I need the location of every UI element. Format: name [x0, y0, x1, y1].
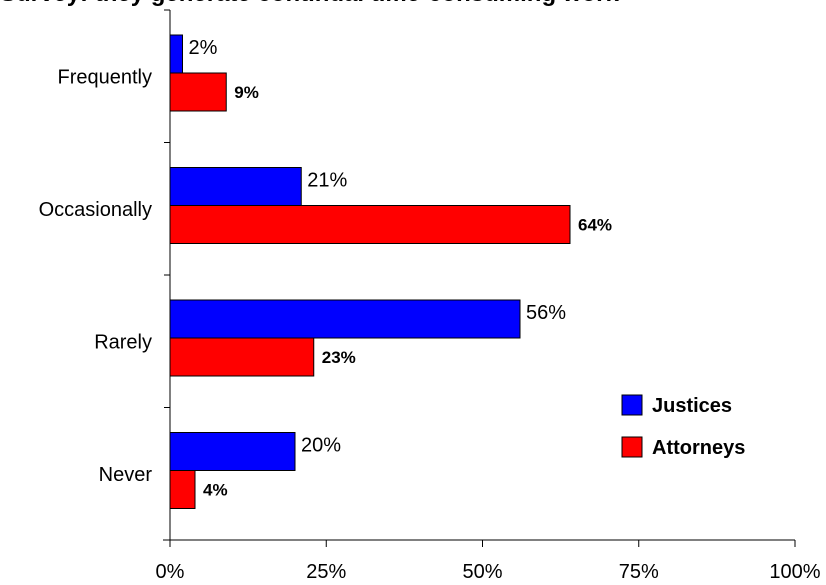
x-tick-label: 75%	[619, 561, 659, 583]
bar-attorneys	[169, 470, 196, 509]
category-label: Rarely	[94, 331, 152, 353]
data-label: 56%	[526, 302, 566, 324]
legend-swatch	[621, 394, 643, 416]
bar-attorneys	[169, 72, 227, 112]
legend-swatch	[621, 436, 643, 458]
x-tick-label: 50%	[462, 561, 502, 583]
data-label: 23%	[322, 348, 356, 367]
data-label: 4%	[203, 481, 228, 500]
data-label: 20%	[301, 435, 341, 457]
data-label: 21%	[307, 170, 347, 192]
x-tick-label: 100%	[769, 561, 820, 583]
bar-justices	[169, 34, 183, 74]
legend-label: Justices	[652, 395, 732, 417]
category-label: Occasionally	[39, 199, 152, 221]
category-label: Frequently	[58, 66, 153, 88]
x-tick-label: 0%	[156, 561, 185, 583]
chart-title: Survey: they generate continual time-con…	[0, 0, 619, 8]
data-label: 2%	[189, 37, 218, 59]
legend-label: Attorneys	[652, 437, 745, 459]
category-label: Never	[99, 464, 153, 486]
data-label: 9%	[234, 83, 259, 102]
bar-justices	[169, 299, 521, 339]
data-label: 64%	[578, 216, 612, 235]
bar-attorneys	[169, 337, 315, 377]
bar-attorneys	[169, 205, 571, 244]
x-tick-label: 25%	[306, 561, 346, 583]
bar-justices	[169, 167, 302, 206]
bar-justices	[169, 432, 296, 471]
